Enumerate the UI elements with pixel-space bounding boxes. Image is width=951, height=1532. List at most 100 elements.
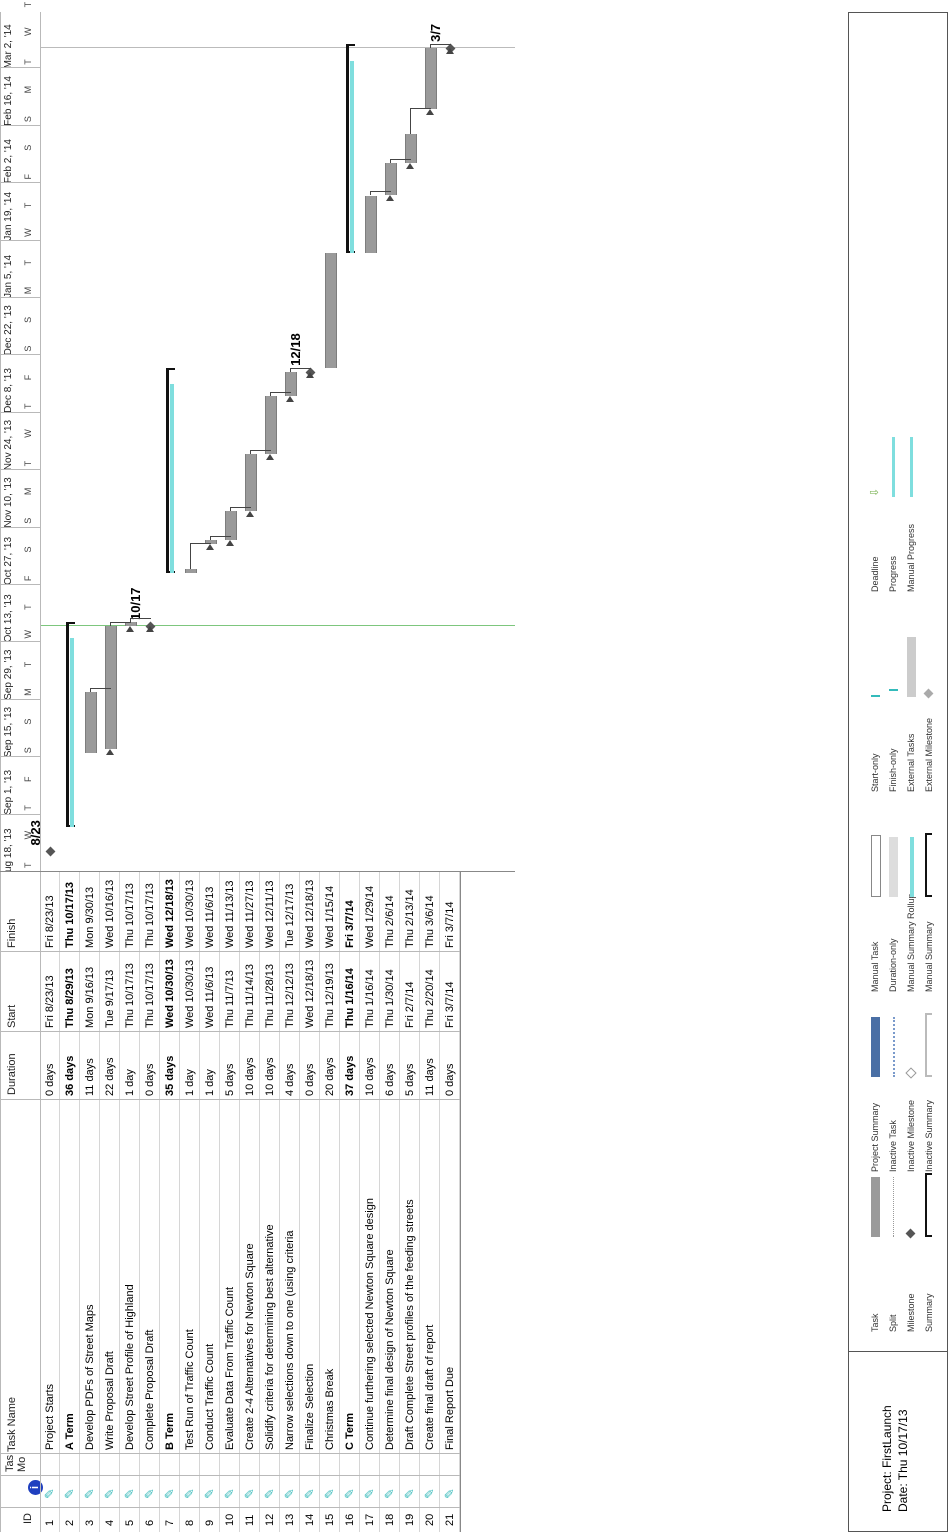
task-name[interactable]: C Term bbox=[344, 1412, 356, 1450]
table-row[interactable]: 11 ✎ Create 2-4 Alternatives for Newton Sq… bbox=[240, 872, 260, 1532]
milestone-diamond[interactable] bbox=[45, 847, 56, 857]
task-name[interactable]: A Term bbox=[64, 1413, 76, 1450]
task-finish[interactable]: Wed 12/18/13 bbox=[304, 879, 316, 948]
task-name[interactable]: Develop PDFs of Street Maps bbox=[84, 1304, 96, 1450]
table-row[interactable]: 1 ✎ Project Starts 0 days Fri 8/23/13 Fri 8/2… bbox=[40, 872, 60, 1532]
task-start[interactable]: Tue 9/17/13 bbox=[104, 969, 116, 1028]
task-name[interactable]: Complete Proposal Draft bbox=[144, 1329, 156, 1450]
summary-bar[interactable] bbox=[166, 367, 169, 573]
col-header-id[interactable]: ID bbox=[22, 1513, 34, 1524]
col-header-task-name[interactable]: Task Name bbox=[6, 1396, 18, 1452]
task-duration[interactable]: 10 days bbox=[364, 1057, 376, 1096]
task-name[interactable]: Christmas Break bbox=[324, 1368, 336, 1450]
task-bar[interactable] bbox=[365, 195, 377, 253]
task-start[interactable]: Wed 12/18/13 bbox=[304, 959, 316, 1028]
task-finish[interactable]: Wed 12/11/13 bbox=[264, 880, 276, 948]
task-name[interactable]: Project Starts bbox=[44, 1383, 56, 1450]
task-name[interactable]: Determine final design of Newton Square bbox=[384, 1249, 396, 1450]
task-name[interactable]: Conduct Traffic Count bbox=[204, 1343, 216, 1450]
task-duration[interactable]: 11 days bbox=[84, 1058, 96, 1096]
table-row[interactable]: 14 ✎ Finalize Selection 0 days Wed 12/18/13 W… bbox=[300, 872, 320, 1532]
task-finish[interactable]: Thu 10/17/13 bbox=[124, 883, 136, 948]
task-duration[interactable]: 20 days bbox=[324, 1057, 336, 1096]
task-start[interactable]: Thu 1/16/14 bbox=[364, 969, 376, 1028]
col-header-start[interactable]: Start bbox=[6, 1004, 18, 1028]
task-name[interactable]: Draft Complete Street profiles of the fe… bbox=[404, 1199, 416, 1450]
table-row[interactable]: 20 ✎ Create final draft of report 11 days Th… bbox=[420, 872, 440, 1532]
table-row[interactable]: 13 ✎ Narrow selections down to one (using … bbox=[280, 872, 300, 1532]
task-duration[interactable]: 0 days bbox=[304, 1063, 316, 1096]
summary-bar[interactable] bbox=[346, 43, 349, 253]
task-name[interactable]: Evaluate Data From Traffic Count bbox=[224, 1286, 236, 1450]
col-header-task-mode[interactable]: Tas bbox=[4, 1454, 16, 1472]
task-duration[interactable]: 4 days bbox=[284, 1063, 296, 1096]
task-finish[interactable]: Thu 2/13/14 bbox=[404, 889, 416, 948]
task-bar[interactable] bbox=[425, 47, 437, 110]
task-finish[interactable]: Fri 3/7/14 bbox=[444, 901, 456, 948]
task-finish[interactable]: Wed 1/15/14 bbox=[324, 885, 336, 948]
task-finish[interactable]: Thu 10/17/13 bbox=[64, 881, 76, 948]
table-row[interactable]: 15 ✎ Christmas Break 20 days Thu 12/19/13 Wed… bbox=[320, 872, 340, 1532]
task-name[interactable]: Develop Street Profile of Highland bbox=[124, 1284, 136, 1450]
task-duration[interactable]: 1 day bbox=[124, 1069, 136, 1096]
task-duration[interactable]: 1 day bbox=[204, 1069, 216, 1096]
task-name[interactable]: Create final draft of report bbox=[424, 1324, 436, 1450]
task-finish[interactable]: Wed 11/13/13 bbox=[224, 880, 236, 948]
task-name[interactable]: Finalize Selection bbox=[304, 1363, 316, 1450]
task-duration[interactable]: 5 days bbox=[404, 1063, 416, 1096]
table-row[interactable]: 2 ✎ A Term 36 days Thu 8/29/13 Thu 10/17/13 bbox=[60, 872, 80, 1532]
task-duration[interactable]: 1 day bbox=[184, 1069, 196, 1096]
task-bar[interactable] bbox=[265, 396, 277, 454]
task-name[interactable]: Continue furthering selected Newton Squa… bbox=[364, 1198, 376, 1450]
table-row[interactable]: 8 ✎ Test Run of Traffic Count 1 day Wed 10/3… bbox=[180, 872, 200, 1532]
task-duration[interactable]: 6 days bbox=[384, 1063, 396, 1096]
task-finish[interactable]: Fri 8/23/13 bbox=[44, 895, 56, 948]
task-duration[interactable]: 36 days bbox=[64, 1055, 76, 1096]
task-name[interactable]: Solidify criteria for determining best a… bbox=[264, 1224, 276, 1450]
col-header-finish[interactable]: Finish bbox=[6, 918, 18, 948]
task-start[interactable]: Wed 10/30/13 bbox=[164, 959, 176, 1028]
task-finish[interactable]: Wed 11/6/13 bbox=[204, 886, 216, 948]
task-finish[interactable]: Fri 3/7/14 bbox=[344, 900, 356, 948]
summary-bar[interactable] bbox=[66, 621, 69, 827]
task-name[interactable]: B Term bbox=[164, 1412, 176, 1450]
task-start[interactable]: Thu 10/17/13 bbox=[144, 963, 156, 1028]
task-start[interactable]: Mon 9/16/13 bbox=[84, 966, 96, 1028]
task-start[interactable]: Thu 11/14/13 bbox=[244, 963, 256, 1028]
task-finish[interactable]: Wed 10/30/13 bbox=[184, 879, 196, 948]
task-start[interactable]: Thu 10/17/13 bbox=[124, 963, 136, 1028]
table-row[interactable]: 7 ✎ B Term 35 days Wed 10/30/13 Wed 12/18/13 bbox=[160, 872, 180, 1532]
col-header-duration[interactable]: Duration bbox=[6, 1053, 18, 1095]
table-row[interactable]: 10 ✎ Evaluate Data From Traffic Count 5 day… bbox=[220, 872, 240, 1532]
task-start[interactable]: Thu 1/30/14 bbox=[384, 969, 396, 1028]
task-finish[interactable]: Thu 3/6/14 bbox=[424, 895, 436, 948]
table-row[interactable]: 6 ✎ Complete Proposal Draft 0 days Thu 10/17… bbox=[140, 872, 160, 1532]
table-row[interactable]: 21 ✎ Final Report Due 0 days Fri 3/7/14 Fri 3… bbox=[440, 872, 460, 1532]
task-name[interactable]: Test Run of Traffic Count bbox=[184, 1329, 196, 1450]
task-duration[interactable]: 22 days bbox=[104, 1057, 116, 1096]
task-start[interactable]: Fri 8/23/13 bbox=[44, 975, 56, 1028]
task-bar[interactable] bbox=[325, 252, 337, 368]
task-start[interactable]: Fri 3/7/14 bbox=[444, 981, 456, 1028]
task-name[interactable]: Create 2-4 Alternatives for Newton Squar… bbox=[244, 1243, 256, 1450]
task-name[interactable]: Final Report Due bbox=[444, 1366, 456, 1450]
task-bar[interactable] bbox=[185, 568, 197, 573]
task-duration[interactable]: 0 days bbox=[44, 1063, 56, 1096]
task-start[interactable]: Wed 11/6/13 bbox=[204, 966, 216, 1028]
task-duration[interactable]: 37 days bbox=[344, 1055, 356, 1096]
task-duration[interactable]: 10 days bbox=[264, 1057, 276, 1096]
task-start[interactable]: Thu 1/16/14 bbox=[344, 968, 356, 1028]
task-name[interactable]: Write Proposal Draft bbox=[104, 1351, 116, 1450]
task-start[interactable]: Thu 11/7/13 bbox=[224, 970, 236, 1028]
table-row[interactable]: 3 ✎ Develop PDFs of Street Maps 11 days Mon … bbox=[80, 872, 100, 1532]
task-finish[interactable]: Wed 11/27/13 bbox=[244, 880, 256, 948]
task-start[interactable]: Thu 8/29/13 bbox=[64, 968, 76, 1028]
task-name[interactable]: Narrow selections down to one (using cri… bbox=[284, 1230, 296, 1451]
task-finish[interactable]: Wed 1/29/14 bbox=[364, 885, 376, 948]
task-finish[interactable]: Wed 12/18/13 bbox=[164, 879, 176, 948]
task-duration[interactable]: 11 days bbox=[424, 1058, 436, 1096]
task-finish[interactable]: Thu 10/17/13 bbox=[144, 883, 156, 948]
table-row[interactable]: 4 ✎ Write Proposal Draft 22 days Tue 9/17/13… bbox=[100, 872, 120, 1532]
task-bar[interactable] bbox=[245, 453, 257, 512]
task-duration[interactable]: 35 days bbox=[164, 1055, 176, 1096]
